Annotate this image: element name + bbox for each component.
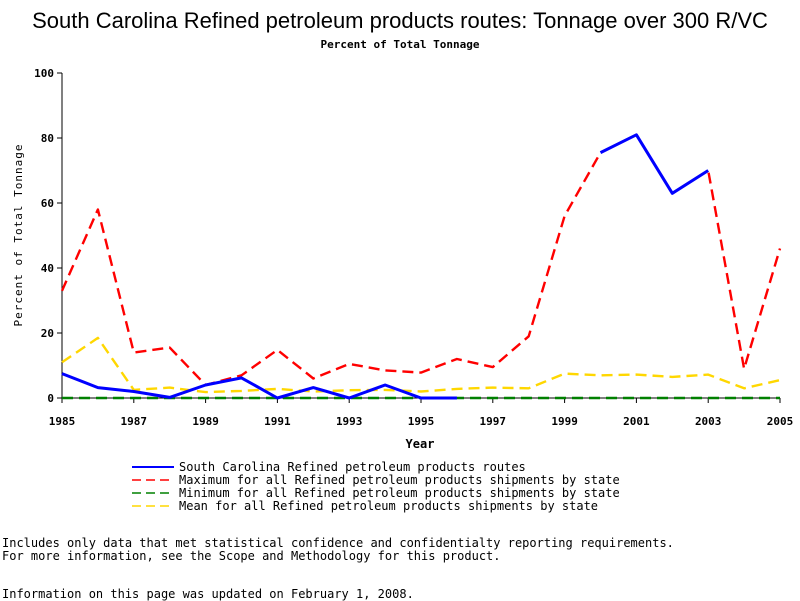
- legend-label: Maximum for all Refined petroleum produc…: [179, 473, 620, 487]
- legend-label: Mean for all Refined petroleum products …: [179, 499, 598, 513]
- x-tick-label: 1999: [551, 415, 578, 428]
- series-line-0-segment-1: [599, 133, 710, 195]
- x-axis-label: Year: [406, 437, 435, 451]
- x-tick-label: 2005: [767, 415, 794, 428]
- x-tick-label: 1987: [121, 415, 148, 428]
- x-tick-label: 1991: [264, 415, 291, 428]
- chart-title: South Carolina Refined petroleum product…: [32, 8, 768, 33]
- x-tick-label: 1989: [192, 415, 219, 428]
- note-updated: Information on this page was updated on …: [2, 587, 414, 601]
- series-layer: [60, 133, 782, 400]
- y-tick-label: 40: [41, 262, 54, 275]
- series-line-1-segment-0: [60, 133, 782, 387]
- y-tick-label: 0: [47, 392, 54, 405]
- chart-subtitle: Percent of Total Tonnage: [320, 38, 480, 51]
- x-tick-label: 1985: [49, 415, 76, 428]
- y-tick-label: 20: [41, 327, 54, 340]
- x-tick-label: 1993: [336, 415, 363, 428]
- series-line-3-segment-0: [61, 336, 781, 394]
- x-tick-label: 2001: [623, 415, 650, 428]
- x-tick-label: 1995: [408, 415, 435, 428]
- legend: South Carolina Refined petroleum product…: [132, 460, 620, 513]
- y-tick-label: 80: [41, 132, 54, 145]
- note-methodology: For more information, see the Scope and …: [2, 549, 501, 563]
- legend-label: South Carolina Refined petroleum product…: [179, 460, 526, 474]
- legend-label: Minimum for all Refined petroleum produc…: [179, 486, 620, 500]
- axes: 0 20 40 60 80 100 1985 1987 1989 1991 1993 1995 1997…: [34, 67, 793, 428]
- series-line-0-segment-0: [61, 372, 457, 400]
- x-tick-label: 2003: [695, 415, 722, 428]
- x-tick-label: 1997: [480, 415, 507, 428]
- note-confidence: Includes only data that met statistical …: [2, 536, 674, 550]
- y-axis-label: Percent of Total Tonnage: [12, 144, 25, 327]
- y-tick-label: 60: [41, 197, 54, 210]
- y-tick-label: 100: [34, 67, 54, 80]
